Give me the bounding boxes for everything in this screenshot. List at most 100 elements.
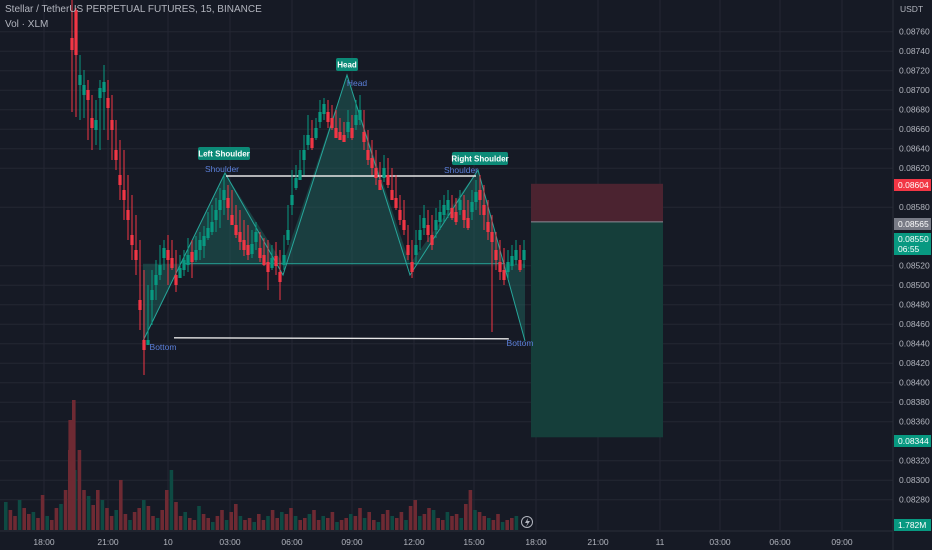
price-tick-label: 0.08320 [899, 456, 930, 466]
volume-bar [284, 514, 289, 530]
volume-bar [459, 518, 463, 530]
price-tick-label: 0.08580 [899, 202, 930, 212]
volume-bar [128, 520, 132, 530]
volume-bar [358, 508, 362, 530]
volume-bar [96, 490, 100, 530]
candle-body [138, 300, 142, 310]
candle-body [106, 98, 110, 108]
lightning-glyph [525, 518, 530, 527]
candle-body [406, 245, 410, 255]
candle-body [438, 212, 442, 222]
candle-body [454, 212, 458, 222]
candle-body [434, 220, 438, 230]
volume-bar [137, 508, 141, 530]
volume-bar [54, 508, 59, 530]
bottom-line [173, 337, 510, 340]
volume-bar [31, 512, 36, 530]
candle-body [426, 225, 430, 235]
candle-body [342, 135, 346, 142]
volume-value-value: 1.782M [898, 520, 926, 530]
candle-body [478, 190, 482, 200]
candle-body [110, 120, 114, 130]
candle-body [98, 88, 102, 98]
time-tick-label: 03:00 [709, 537, 731, 547]
head-badge [336, 58, 358, 71]
volume-bar [349, 514, 353, 530]
right-shoulder-text: Shoulder [444, 165, 478, 175]
volume-bar [431, 510, 436, 530]
volume-bar [413, 500, 417, 530]
volume-bars [4, 400, 519, 530]
candle-body [246, 245, 250, 255]
volume-bar [298, 520, 302, 530]
price-tick-label: 0.08500 [899, 280, 930, 290]
candle-body [274, 256, 278, 266]
candle-body [238, 232, 242, 242]
volume-bar [146, 506, 151, 530]
volume-bar [206, 518, 210, 530]
target-price-value: 0.08344 [898, 436, 929, 446]
candle-body [474, 192, 478, 202]
volume-bar [91, 505, 95, 530]
volume-bar [132, 512, 137, 530]
time-tick-label: 09:00 [831, 537, 853, 547]
candle-body [126, 210, 130, 220]
candle-body [190, 252, 194, 262]
volume-bar [211, 522, 215, 530]
volume-bar [17, 500, 22, 530]
volume-bar [220, 510, 224, 530]
right-shoulder-label: Right Shoulder [451, 155, 508, 164]
time-tick-label: 09:00 [341, 537, 363, 547]
candle-body [142, 340, 146, 350]
volume-bar [82, 490, 86, 530]
volume-bar [169, 470, 174, 530]
volume-bar [224, 520, 229, 530]
volume-bar [496, 514, 500, 530]
volume-bar [418, 516, 422, 530]
candle-body [270, 258, 274, 268]
time-tick-label: 12:00 [403, 537, 425, 547]
volume-bar [247, 518, 252, 530]
volume-bar [100, 500, 105, 530]
volume-bar [174, 502, 178, 530]
candle-body [102, 82, 106, 92]
volume-bar [482, 516, 486, 530]
candle-body [402, 220, 406, 230]
candle-body [330, 118, 334, 128]
candle-body [362, 132, 366, 142]
volume-bar [399, 512, 404, 530]
volume-bar [8, 510, 13, 530]
candle-body [450, 208, 454, 218]
time-tick-label: 21:00 [587, 537, 609, 547]
volume-bar [441, 520, 445, 530]
candle-body [522, 250, 526, 260]
candle-body [514, 250, 518, 260]
volume-bar [234, 504, 238, 530]
pattern-outline [142, 73, 526, 342]
volume-bar [45, 516, 49, 530]
candle-body [410, 262, 414, 272]
candle-body [186, 255, 190, 265]
volume-bar [395, 518, 399, 530]
time-tick-label: 11 [656, 537, 665, 547]
volume-bar [422, 514, 427, 530]
volume-bar [280, 512, 284, 530]
price-tick-label: 0.08280 [899, 495, 930, 505]
candles [70, 0, 526, 375]
volume-bar [243, 520, 247, 530]
candle-body [254, 232, 258, 242]
candle-body [166, 250, 170, 260]
volume-bar [114, 510, 118, 530]
volume-bar [303, 518, 307, 530]
candle-body [266, 262, 270, 272]
left-shoulder-label: Left Shoulder [198, 150, 250, 159]
volume-bar [372, 520, 376, 530]
candle-body [394, 198, 398, 208]
candle-body [206, 228, 210, 238]
stop-price-tag [894, 179, 931, 191]
candle-body [346, 122, 350, 132]
candle-body [70, 38, 74, 50]
